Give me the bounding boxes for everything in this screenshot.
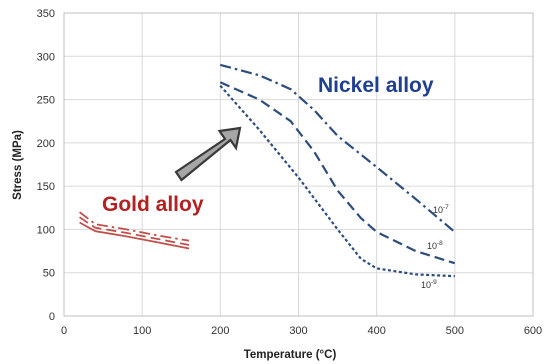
- y-tick-labels: 0 50 100 150 200 250 300 350: [37, 8, 55, 323]
- x-tick-label: 0: [61, 325, 67, 337]
- gold-line-5: [79, 221, 190, 250]
- x-tick-label: 300: [289, 325, 307, 337]
- x-tick-label: 100: [133, 325, 151, 337]
- rate-label: 10-9: [421, 279, 437, 290]
- x-tick-label: 200: [211, 325, 229, 337]
- x-tick-labels: 0 100 200 300 400 500 600: [61, 325, 542, 337]
- y-tick-label: 0: [49, 311, 55, 323]
- direction-arrow: [174, 126, 242, 182]
- y-axis-title: Stress (MPa): [12, 130, 24, 200]
- nickel-alloy-annotation: Nickel alloy: [318, 74, 434, 97]
- nickel-line-0: [220, 63, 456, 233]
- y-tick-label: 300: [37, 51, 55, 63]
- plot-area-border: [63, 12, 534, 317]
- x-axis-title: Temperature (°C): [244, 349, 337, 361]
- x-tick-label: 500: [446, 325, 464, 337]
- gold-line-3: [79, 211, 190, 242]
- nickel-line-2: [219, 84, 455, 278]
- rate-label: 10-8: [427, 240, 443, 251]
- y-tick-label: 50: [43, 268, 55, 280]
- rate-labels: 10-7 10-8 10-9: [421, 204, 449, 290]
- grid-lines: [63, 12, 534, 317]
- rate-label: 10-7: [433, 204, 449, 215]
- x-tick-label: 600: [524, 325, 542, 337]
- gold-line-4: [79, 216, 190, 246]
- series-lines: [79, 63, 456, 278]
- plot-frame: [63, 12, 534, 317]
- y-tick-label: 250: [37, 95, 55, 107]
- nickel-line-1: [219, 81, 456, 265]
- y-tick-label: 350: [37, 8, 55, 20]
- gold-alloy-annotation: Gold alloy: [102, 193, 204, 216]
- y-tick-label: 100: [37, 224, 55, 236]
- arrow-shape: [174, 126, 242, 182]
- y-tick-label: 150: [37, 181, 55, 193]
- y-tick-label: 200: [37, 138, 55, 150]
- x-tick-label: 400: [367, 325, 385, 337]
